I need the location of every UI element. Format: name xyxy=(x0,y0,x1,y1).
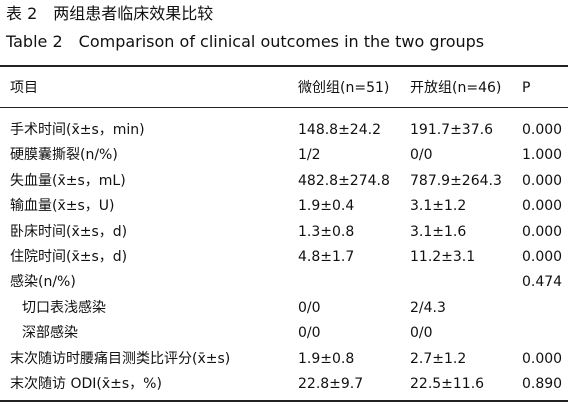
row-label: 硬膜囊撕裂(n/%) xyxy=(10,147,118,164)
row-label: 输血量(x̄±s，U) xyxy=(10,198,115,215)
value-cell: 0.000 xyxy=(522,122,563,138)
header-rule xyxy=(0,107,568,108)
value-cell: 148.8±24.2 xyxy=(298,122,381,138)
value-cell: 1.9±0.8 xyxy=(298,350,355,367)
value-cell: 22.5±11.6 xyxy=(410,376,485,392)
value-cell: 482.8±274.8 xyxy=(298,172,390,189)
row-label: 失血量(x̄±s，mL) xyxy=(10,172,126,189)
value-cell: 0.474 xyxy=(522,274,563,291)
sub-row-label: 深部感染 xyxy=(22,325,78,342)
value-cell: 22.8±9.7 xyxy=(298,376,364,392)
row-label: 住院时间(x̄±s，d) xyxy=(10,249,128,265)
value-cell: 11.2±3.1 xyxy=(410,249,476,265)
value-cell: 0.000 xyxy=(522,198,563,215)
value-cell: 787.9±264.3 xyxy=(410,172,502,189)
value-cell: 3.1±1.2 xyxy=(410,198,467,215)
value-cell: 1.3±0.8 xyxy=(298,223,355,240)
row-label: 卧床时间(x̄±s，d) xyxy=(10,223,128,240)
value-cell: 1.9±0.4 xyxy=(298,198,355,215)
row-label: 感染(n/%) xyxy=(10,274,76,291)
value-cell: 191.7±37.6 xyxy=(410,122,493,138)
value-cell: 0.000 xyxy=(522,350,563,367)
value-cell: 0.000 xyxy=(522,172,563,189)
value-cell: 2.7±1.2 xyxy=(410,350,467,367)
header-cell: 项目 xyxy=(10,80,38,96)
value-cell: 0/0 xyxy=(298,325,321,342)
value-cell: 1.000 xyxy=(522,147,563,164)
row-label: 手术时间(x̄±s，min) xyxy=(10,122,145,138)
header-cell: P xyxy=(522,80,531,96)
sub-row-label: 切口表浅感染 xyxy=(22,299,106,316)
value-cell: 0.890 xyxy=(522,376,563,392)
value-cell: 0.000 xyxy=(522,223,563,240)
title-cn: 表 2 两组患者临床效果比较 xyxy=(6,4,214,23)
value-cell: 0/0 xyxy=(410,325,433,342)
top-rule xyxy=(0,65,568,67)
value-cell: 3.1±1.6 xyxy=(410,223,467,240)
header-cell: 开放组(n=46) xyxy=(410,80,502,96)
row-label: 末次随访 ODI(x̄±s，%) xyxy=(10,376,162,392)
value-cell: 4.8±1.7 xyxy=(298,249,355,265)
bottom-rule xyxy=(0,400,568,402)
header-cell: 微创组(n=51) xyxy=(298,80,390,96)
value-cell: 0/0 xyxy=(410,147,433,164)
value-cell: 0/0 xyxy=(298,299,321,316)
value-cell: 0.000 xyxy=(522,249,563,265)
value-cell: 2/4.3 xyxy=(410,299,446,316)
title-en: Table 2 Comparison of clinical outcomes … xyxy=(6,32,485,51)
row-label: 末次随访时腰痛目测类比评分(x̄±s) xyxy=(10,350,231,367)
value-cell: 1/2 xyxy=(298,147,321,164)
